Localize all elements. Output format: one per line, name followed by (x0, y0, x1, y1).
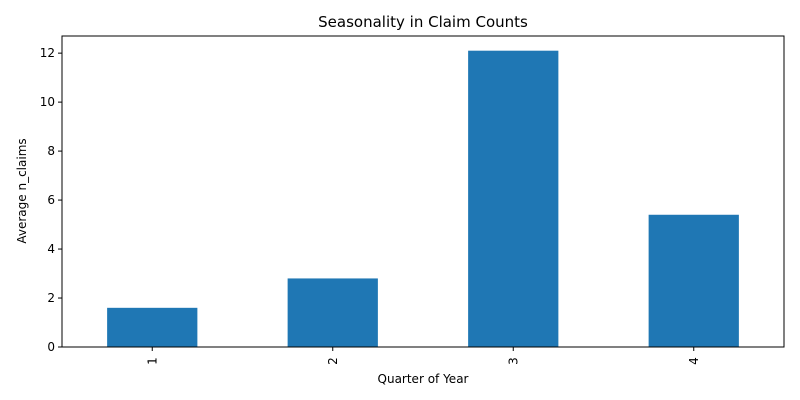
x-tick-label: 3 (506, 357, 520, 365)
y-tick-label: 6 (47, 193, 55, 207)
plot-frame (61, 35, 785, 348)
bar-quarter-3 (468, 50, 559, 348)
y-tick-label: 2 (47, 291, 55, 305)
x-axis-label: Quarter of Year (378, 372, 469, 386)
bar-quarter-2 (287, 278, 378, 347)
y-tick-label: 8 (47, 144, 55, 158)
x-axis: 1 2 3 4 (145, 347, 701, 365)
x-tick-label: 2 (326, 357, 340, 365)
bars-group (107, 50, 739, 348)
y-tick-label: 10 (40, 95, 55, 109)
x-tick-label: 4 (687, 357, 701, 365)
chart-title: Seasonality in Claim Counts (318, 13, 528, 31)
bar-quarter-1 (107, 307, 198, 347)
y-axis: 0 2 4 6 8 10 12 (40, 46, 62, 354)
x-tick-label: 1 (145, 357, 159, 365)
y-tick-label: 12 (40, 46, 55, 60)
y-tick-label: 0 (47, 340, 55, 354)
y-tick-label: 4 (47, 242, 55, 256)
y-axis-label: Average n_claims (15, 138, 29, 243)
bar-quarter-4 (648, 214, 739, 347)
